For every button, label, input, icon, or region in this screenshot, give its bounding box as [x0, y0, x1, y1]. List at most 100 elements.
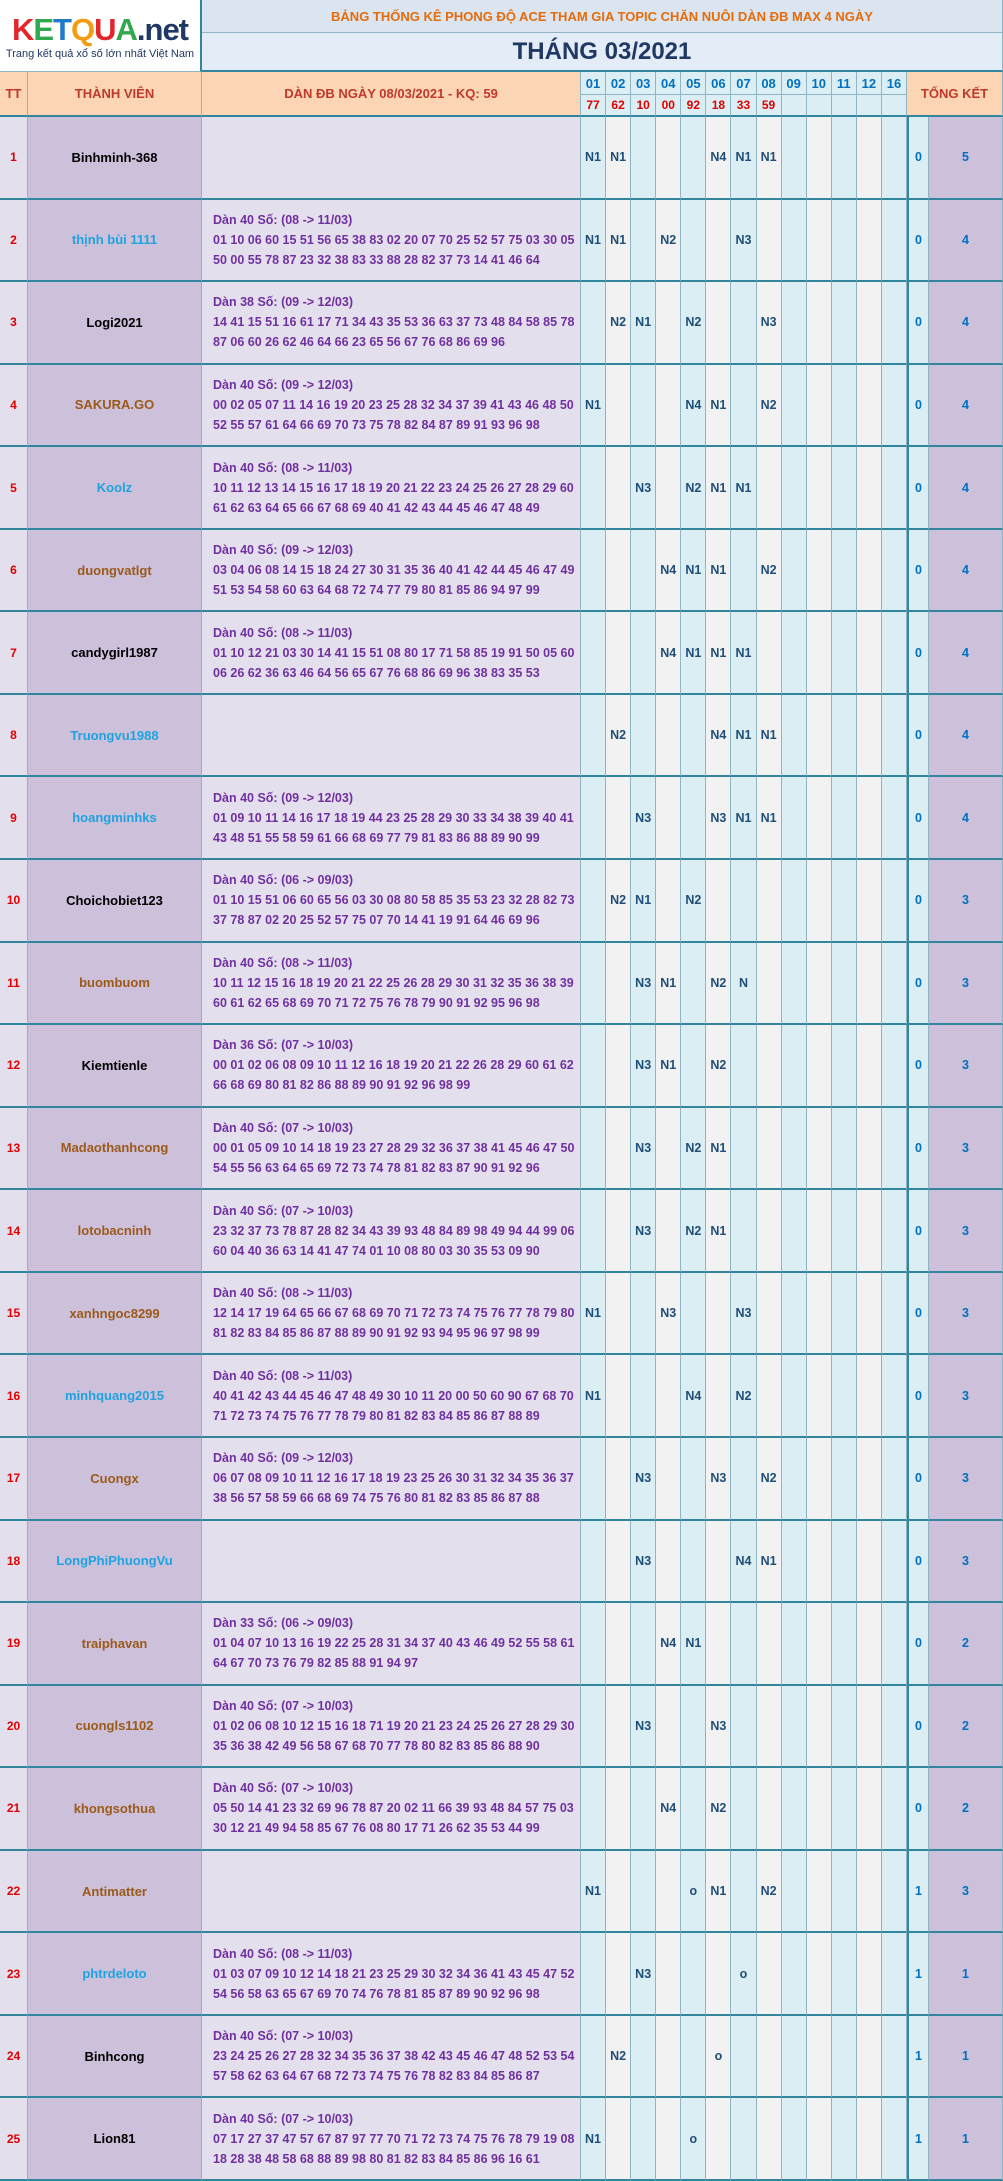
dan-numbers: 35 36 38 42 49 56 58 67 68 70 77 78 80 8… [213, 1738, 540, 1753]
member-name: duongvatlgt [28, 529, 202, 613]
day-mark [756, 1355, 782, 1438]
total: 2 [929, 1685, 1003, 1769]
day-mark [831, 117, 857, 200]
day-mark: o [681, 2098, 707, 2181]
day-mark: N4 [656, 529, 682, 613]
day-mark [856, 1933, 882, 2016]
day-mark [831, 282, 857, 365]
day-mark: N3 [631, 1107, 657, 1191]
day-mark [681, 1520, 707, 1604]
day-mark: N3 [656, 1272, 682, 1356]
day-mark [831, 1933, 857, 2016]
day-mark: N1 [581, 1272, 607, 1356]
dan-numbers: 52 55 57 61 64 66 69 70 73 75 78 82 84 8… [213, 417, 540, 432]
day-mark: N3 [631, 942, 657, 1026]
dan-cell: Dàn 40 Số: (08 -> 11/03) 40 41 42 43 44 4… [202, 1355, 581, 1438]
row-number: 25 [0, 2098, 28, 2181]
day-mark [581, 1520, 607, 1604]
day-mark [756, 2098, 782, 2181]
sub-count: 0 [907, 1272, 929, 1356]
day-mark [881, 2015, 907, 2099]
day-mark [606, 1850, 632, 1934]
dan-cell: Dàn 40 Số: (08 -> 11/03) 01 10 06 60 15 5… [202, 199, 581, 283]
day-mark [606, 1933, 632, 2016]
day-mark: N3 [706, 1685, 732, 1769]
day-mark [881, 447, 907, 530]
dan-cell: Dàn 40 Số: (07 -> 10/03) 05 50 14 41 23 3… [202, 1768, 581, 1851]
day-mark [731, 364, 757, 448]
sub-count: 0 [907, 612, 929, 695]
day-mark [781, 1272, 807, 1356]
day-mark [706, 1355, 732, 1438]
member-name: SAKURA.GO [28, 364, 202, 448]
dan-numbers: 60 04 40 36 63 14 41 47 74 01 10 08 80 0… [213, 1243, 540, 1258]
day-mark: N3 [756, 282, 782, 365]
day-mark: N3 [631, 1933, 657, 2016]
day-mark [831, 447, 857, 530]
sub-count: 0 [907, 199, 929, 283]
row-number: 10 [0, 860, 28, 943]
total: 4 [929, 199, 1003, 283]
total: 3 [929, 1107, 1003, 1191]
day-mark [806, 942, 832, 1026]
sub-count: 0 [907, 1603, 929, 1686]
dan-numbers: 06 07 08 09 10 11 12 16 17 18 19 23 25 2… [213, 1471, 574, 1486]
day-mark [706, 199, 732, 283]
day-mark: N3 [631, 777, 657, 861]
day-mark [881, 1025, 907, 1108]
total: 4 [929, 447, 1003, 530]
day-mark [681, 1272, 707, 1356]
day-mark [881, 1603, 907, 1686]
day-mark [856, 364, 882, 448]
day-mark [881, 364, 907, 448]
day-mark [881, 942, 907, 1026]
sub-count: 0 [907, 1520, 929, 1604]
day-mark [781, 529, 807, 613]
day-mark [656, 860, 682, 943]
day-mark: N1 [581, 2098, 607, 2181]
dan-numbers: 10 11 12 13 14 15 16 17 18 19 20 21 22 2… [213, 480, 574, 495]
total: 3 [929, 1272, 1003, 1356]
dan-numbers: 71 72 73 74 75 76 77 78 79 80 81 82 83 8… [213, 1408, 540, 1423]
day-mark: N4 [706, 117, 732, 200]
dan-numbers: 23 32 37 73 78 87 28 82 34 43 39 93 48 8… [213, 1223, 575, 1238]
day-mark [881, 199, 907, 283]
total: 1 [929, 2015, 1003, 2099]
member-name: Koolz [28, 447, 202, 530]
member-name: xanhngoc8299 [28, 1272, 202, 1356]
day-header: 03 [631, 72, 657, 95]
day-mark [781, 1025, 807, 1108]
day-mark: o [706, 2015, 732, 2099]
day-mark [731, 1850, 757, 1934]
day-mark: N2 [756, 364, 782, 448]
sub-count: 0 [907, 777, 929, 861]
day-mark [856, 282, 882, 365]
dan-numbers: 01 10 15 51 06 60 65 56 03 30 08 80 58 8… [213, 893, 575, 908]
member-name: lotobacninh [28, 1190, 202, 1273]
day-mark [831, 1768, 857, 1851]
dan-cell: Dàn 40 Số: (09 -> 12/03) 00 02 05 07 11 1… [202, 364, 581, 448]
total: 3 [929, 1437, 1003, 1521]
day-mark [656, 2098, 682, 2181]
day-mark [806, 1190, 832, 1273]
day-mark [631, 1603, 657, 1686]
day-mark [631, 364, 657, 448]
day-mark [781, 1933, 807, 2016]
sub-count: 0 [907, 860, 929, 943]
day-mark [806, 1685, 832, 1769]
day-mark [856, 1272, 882, 1356]
day-mark [631, 1272, 657, 1356]
day-mark [631, 1850, 657, 1934]
day-mark [831, 1190, 857, 1273]
day-mark [831, 364, 857, 448]
day-mark [831, 1603, 857, 1686]
day-mark [731, 529, 757, 613]
day-mark [806, 447, 832, 530]
day-mark [806, 1603, 832, 1686]
dan-cell: Dàn 40 Số: (08 -> 11/03) 01 10 12 21 03 3… [202, 612, 581, 695]
dan-numbers: 18 28 38 48 58 68 88 89 98 80 81 82 83 8… [213, 2151, 540, 2166]
dan-title: Dàn 40 Số: (08 -> 11/03) [213, 955, 353, 970]
day-mark [881, 282, 907, 365]
dan-numbers: 10 11 12 15 16 18 19 20 21 22 25 26 28 2… [213, 975, 574, 990]
dan-cell: Dàn 40 Số: (08 -> 11/03) 01 03 07 09 10 1… [202, 1933, 581, 2016]
